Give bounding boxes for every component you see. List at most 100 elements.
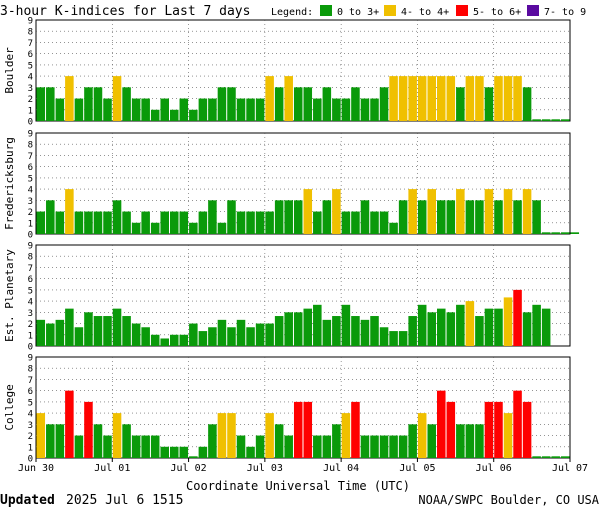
- k-bar: [141, 98, 150, 121]
- k-bar: [103, 316, 112, 346]
- k-bar: [532, 456, 541, 458]
- k-bar: [389, 76, 398, 121]
- k-bar: [503, 413, 513, 458]
- k-bar: [255, 323, 265, 346]
- k-bar: [46, 424, 55, 458]
- k-bar: [322, 200, 332, 234]
- k-bar: [360, 200, 370, 234]
- k-bar: [437, 390, 446, 458]
- x-tick-label: Jul 06: [476, 463, 512, 474]
- y-tick-label: 7: [28, 264, 33, 274]
- panel-frame: [35, 19, 571, 122]
- y-tick-label: 9: [28, 242, 33, 252]
- k-bar: [522, 189, 532, 234]
- k-bar: [408, 316, 417, 346]
- updated-value: 2025 Jul 6 1515: [66, 493, 183, 508]
- k-bar: [446, 401, 456, 458]
- k-bar: [150, 435, 160, 458]
- k-bar: [208, 424, 217, 458]
- x-tick-label: Jul 04: [323, 463, 359, 474]
- k-bar: [74, 327, 84, 346]
- k-bar: [274, 316, 284, 346]
- y-tick-label: 9: [28, 354, 33, 364]
- updated-label: Updated: [0, 493, 55, 508]
- k-bar: [332, 189, 341, 234]
- k-bar: [417, 200, 427, 234]
- y-tick-label: 8: [28, 141, 33, 151]
- k-bar: [189, 456, 198, 458]
- k-bar: [246, 98, 255, 121]
- y-tick-label: 1: [28, 443, 33, 453]
- k-bar: [503, 76, 513, 121]
- k-bar: [389, 222, 398, 234]
- k-bar: [198, 98, 208, 121]
- y-tick-label: 7: [28, 376, 33, 386]
- k-bar: [170, 211, 179, 234]
- k-bar: [65, 390, 74, 458]
- k-bar: [112, 200, 122, 234]
- k-bar: [351, 401, 360, 458]
- k-bar: [265, 413, 274, 458]
- chart-title: 3-hour K-indices for Last 7 days: [0, 4, 250, 19]
- y-tick-label: 5: [28, 174, 33, 184]
- k-bar: [532, 200, 541, 234]
- k-bar: [284, 200, 293, 234]
- k-bar: [131, 222, 141, 234]
- k-bar: [246, 327, 255, 346]
- k-bar: [322, 435, 332, 458]
- k-bar: [150, 334, 160, 346]
- k-bar: [284, 76, 293, 121]
- y-tick-label: 6: [28, 50, 33, 60]
- k-bar: [227, 200, 236, 234]
- y-tick-label: 4: [28, 410, 33, 420]
- panel-label: College: [3, 384, 16, 430]
- k-bar: [141, 211, 150, 234]
- k-bar: [522, 401, 532, 458]
- y-tick-label: 8: [28, 28, 33, 38]
- k-bar: [84, 312, 93, 346]
- k-bar: [227, 87, 236, 121]
- k-bar: [427, 189, 436, 234]
- k-bar: [236, 211, 246, 234]
- k-bar: [131, 435, 141, 458]
- k-bar: [246, 211, 255, 234]
- k-bar: [265, 323, 274, 346]
- k-bar: [46, 323, 55, 346]
- k-bar: [293, 200, 303, 234]
- y-tick-label: 8: [28, 253, 33, 263]
- k-bar: [494, 200, 503, 234]
- k-bar: [65, 76, 74, 121]
- k-bar: [379, 211, 389, 234]
- k-bar: [170, 109, 179, 121]
- k-bar: [160, 446, 169, 458]
- k-bar: [189, 222, 198, 234]
- k-bar: [484, 401, 494, 458]
- k-bar: [55, 211, 65, 234]
- x-tick-label: Jun 30: [18, 463, 54, 474]
- k-bar: [208, 327, 217, 346]
- k-bar: [284, 435, 293, 458]
- k-bar: [398, 435, 408, 458]
- k-bar: [179, 98, 189, 121]
- k-bar: [475, 316, 484, 346]
- k-bar: [170, 446, 179, 458]
- k-bar: [208, 200, 217, 234]
- k-bar: [560, 456, 570, 458]
- k-bar: [456, 189, 465, 234]
- k-bar: [389, 331, 398, 346]
- k-bar: [74, 435, 84, 458]
- y-tick-label: 6: [28, 387, 33, 397]
- k-bar: [160, 338, 169, 346]
- k-bar: [313, 98, 322, 121]
- k-bar: [465, 424, 475, 458]
- k-bar: [93, 316, 103, 346]
- k-bar: [122, 424, 131, 458]
- k-bar: [284, 312, 293, 346]
- k-bar: [484, 308, 494, 346]
- y-tick-label: 2: [28, 320, 33, 330]
- k-bar: [112, 76, 122, 121]
- k-bar: [417, 413, 427, 458]
- k-bar: [293, 312, 303, 346]
